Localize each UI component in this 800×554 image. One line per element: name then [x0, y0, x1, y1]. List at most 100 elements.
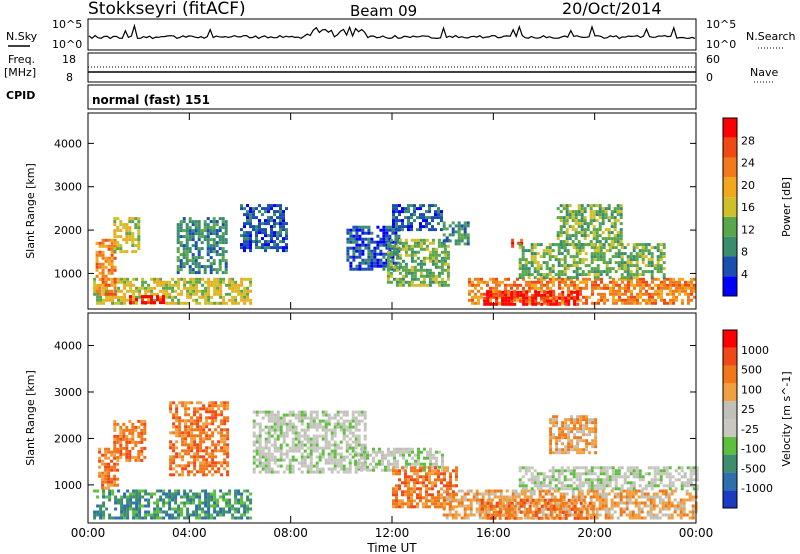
heatmap-cell — [252, 434, 256, 438]
heatmap-cell — [345, 467, 349, 471]
heatmap-cell — [644, 249, 648, 253]
heatmap-cell — [410, 277, 414, 281]
heatmap-cell — [223, 449, 227, 453]
heatmap-cell — [111, 492, 115, 496]
heatmap-cell — [413, 210, 416, 214]
heatmap-cell — [363, 456, 366, 460]
heatmap-cell — [199, 470, 203, 474]
heatmap-cell — [545, 267, 549, 271]
heatmap-cell — [224, 232, 228, 236]
heatmap-cell — [434, 210, 437, 214]
heatmap-cell — [619, 492, 623, 496]
heatmap-cell — [537, 501, 541, 505]
heatmap-cell — [556, 231, 560, 235]
heatmap-cell — [187, 425, 191, 429]
heatmap-cell — [215, 229, 219, 233]
heatmap-cell — [610, 237, 614, 241]
heatmap-cell — [575, 273, 579, 277]
heatmap-cell — [607, 492, 611, 496]
nsearch-tick-bottom: 10^0 — [706, 38, 736, 51]
heatmap-cell — [382, 225, 386, 229]
heatmap-cell — [370, 267, 374, 271]
heatmap-cell — [264, 243, 267, 247]
heatmap-cell — [562, 492, 566, 496]
heatmap-cell — [297, 416, 301, 420]
heatmap-cell — [255, 237, 258, 241]
heatmap-cell — [186, 492, 190, 496]
heatmap-cell — [193, 413, 197, 417]
heatmap-cell — [654, 292, 657, 296]
heatmap-cell — [187, 473, 191, 477]
heatmap-cell — [215, 220, 219, 224]
heatmap-cell — [215, 250, 219, 254]
heatmap-cell — [432, 465, 435, 469]
heatmap-cell — [143, 419, 147, 423]
heatmap-cell — [600, 277, 603, 281]
heatmap-cell — [104, 265, 108, 269]
heatmap-cell — [137, 244, 141, 248]
heatmap-cell — [583, 234, 587, 238]
heatmap-cell — [211, 455, 215, 459]
heatmap-cell — [522, 501, 526, 505]
heatmap-cell — [285, 425, 289, 429]
heatmap-cell — [333, 467, 337, 471]
heatmap-cell — [276, 413, 280, 417]
heatmap-cell — [583, 231, 587, 235]
heatmap-cell — [101, 271, 105, 275]
heatmap-cell — [526, 501, 530, 505]
heatmap-cell — [577, 489, 581, 493]
heatmap-cell — [405, 459, 408, 463]
heatmap-cell — [386, 268, 390, 272]
heatmap-cell — [367, 225, 371, 229]
heatmap-cell — [216, 498, 220, 502]
heatmap-cell — [662, 276, 666, 280]
heatmap-cell — [285, 434, 289, 438]
heatmap-cell — [392, 228, 395, 232]
heatmap-cell — [483, 504, 487, 508]
heatmap-cell — [240, 501, 244, 505]
heatmap-cell — [642, 277, 645, 281]
heatmap-cell — [443, 475, 446, 479]
heatmap-cell — [620, 258, 624, 262]
heatmap-cell — [192, 286, 196, 290]
heatmap-cell — [321, 452, 325, 456]
heatmap-cell — [389, 244, 393, 248]
heatmap-cell — [522, 289, 525, 293]
heatmap-cell — [291, 428, 295, 432]
heatmap-cell — [214, 455, 218, 459]
heatmap-cell — [196, 407, 200, 411]
freq-tick-bottom: 8 — [66, 71, 73, 84]
heatmap-cell — [443, 262, 447, 266]
heatmap-cell — [179, 253, 183, 257]
heatmap-cell — [137, 458, 141, 462]
heatmap-cell — [205, 446, 209, 450]
heatmap-cell — [651, 280, 654, 284]
heatmap-cell — [193, 428, 197, 432]
heatmap-cell — [315, 440, 319, 444]
heatmap-cell — [638, 273, 642, 277]
heatmap-cell — [141, 295, 144, 299]
heatmap-cell — [654, 298, 657, 302]
heatmap-cell — [575, 267, 579, 271]
heatmap-cell — [558, 283, 561, 287]
heatmap-cell — [521, 249, 525, 253]
heatmap-cell — [623, 252, 627, 256]
heatmap-cell — [175, 440, 179, 444]
heatmap-cell — [586, 204, 590, 208]
heatmap-cell — [261, 410, 265, 414]
heatmap-cell — [206, 226, 210, 230]
heatmap-cell — [616, 234, 620, 238]
heatmap-cell — [525, 302, 529, 306]
heatmap-cell — [128, 229, 132, 233]
heatmap-cell — [264, 458, 268, 462]
heatmap-cell — [440, 265, 444, 269]
heatmap-cell — [440, 216, 443, 220]
heatmap-cell — [137, 238, 141, 242]
heatmap-cell — [370, 231, 374, 235]
heatmap-cell — [425, 493, 428, 497]
heatmap-cell — [528, 289, 531, 293]
heatmap-cell — [622, 501, 626, 505]
heatmap-cell — [126, 298, 130, 302]
heatmap-cell — [386, 253, 390, 257]
heatmap-cell — [273, 210, 276, 214]
